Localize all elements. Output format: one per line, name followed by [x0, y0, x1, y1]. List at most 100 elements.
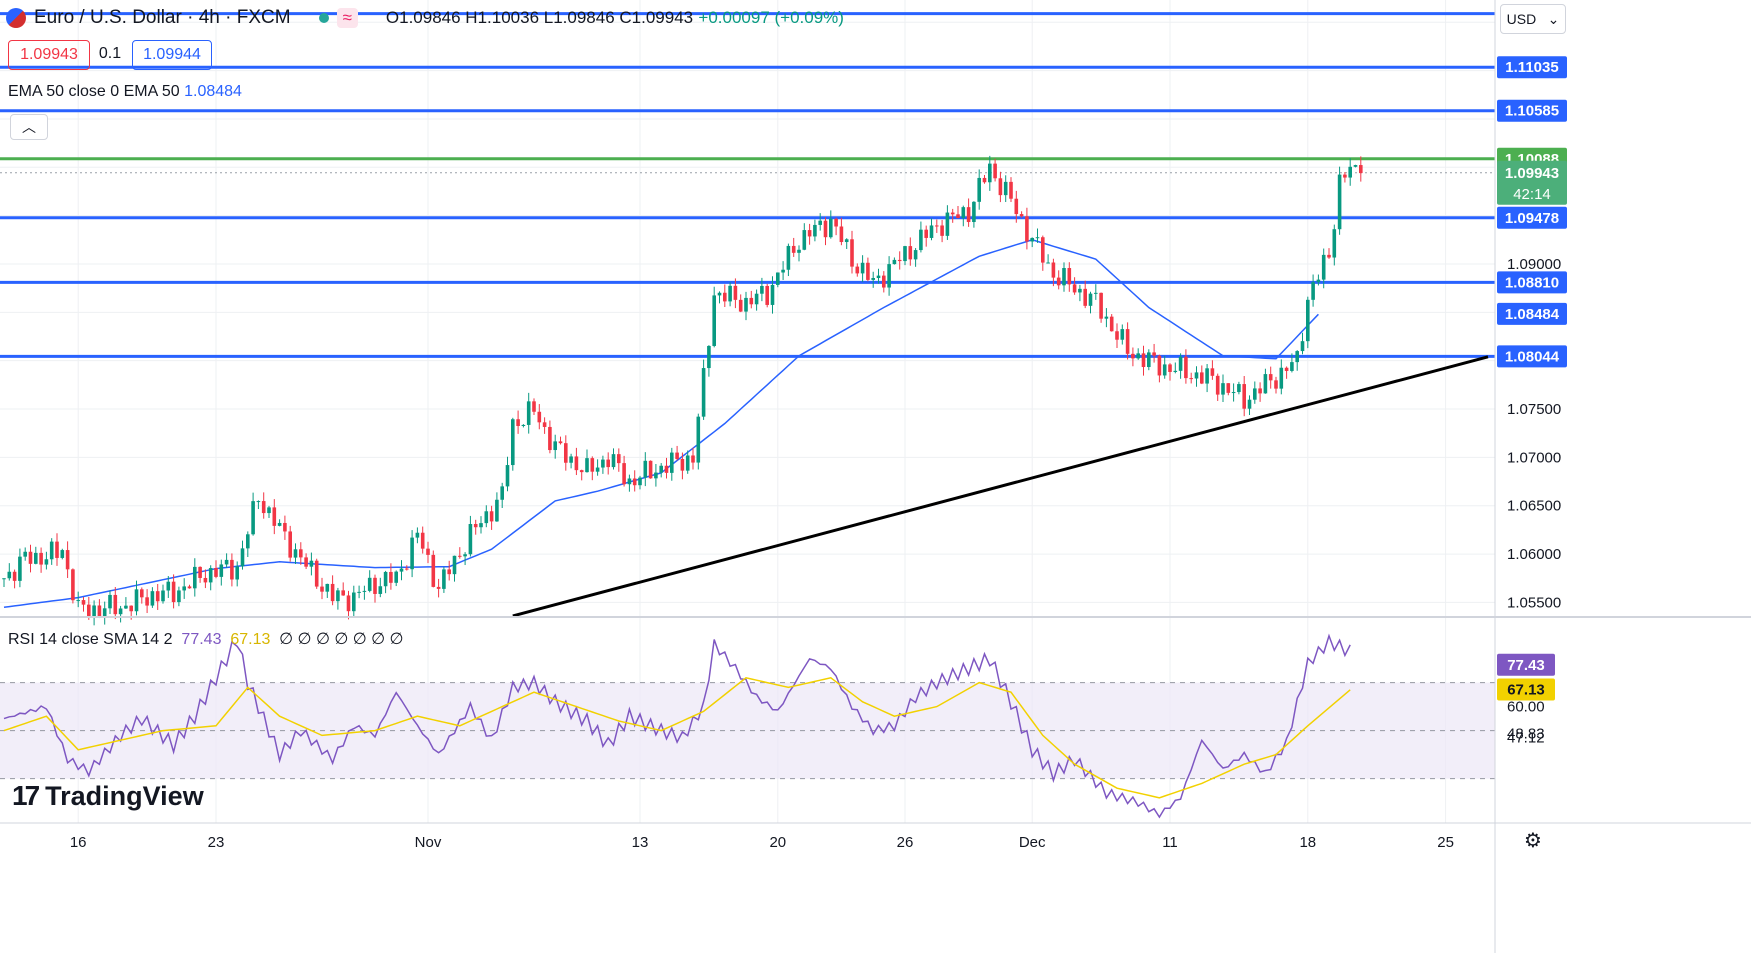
candle-body [988, 163, 992, 183]
candle-body [675, 452, 679, 459]
candle-body [87, 604, 91, 617]
candle-body [1353, 165, 1358, 167]
candle-body [341, 590, 345, 596]
logo-text: TradingView [45, 780, 204, 811]
candle-body [887, 264, 891, 288]
candle-body [691, 455, 695, 463]
level-price-label: 1.10585 [1505, 103, 1559, 120]
candle-body [23, 551, 27, 557]
candle-body [611, 454, 616, 468]
candle-body [765, 285, 769, 305]
candle-body [696, 416, 701, 463]
candle-body [993, 163, 997, 179]
candle-body [55, 541, 59, 558]
candle-body [1205, 368, 1209, 384]
time-tick-label: 18 [1299, 834, 1316, 851]
candle-body [330, 583, 335, 602]
rsi-sma-line [3, 676, 1351, 799]
candle-body [489, 511, 494, 522]
candle-body [1088, 293, 1093, 306]
candle-body [420, 532, 425, 549]
candle-body [473, 524, 478, 528]
rsi-legend-extra: ∅ ∅ ∅ ∅ ∅ ∅ ∅ [279, 631, 404, 648]
candle-body [579, 470, 584, 473]
candle-body [818, 220, 822, 225]
candle-body [1348, 166, 1352, 178]
candle-body [670, 452, 674, 473]
candle-body [595, 467, 600, 472]
candles [2, 155, 1363, 626]
settings-gear-icon[interactable]: ⚙ [1524, 830, 1542, 852]
level-price-tag [1497, 271, 1567, 294]
time-tick-label: 11 [1162, 834, 1178, 851]
symbol-title[interactable]: Euro / U.S. Dollar · 4h · FXCM [34, 7, 291, 28]
level-price-tag [1497, 345, 1567, 368]
rsi-line [3, 633, 1351, 819]
candle-body [124, 605, 128, 609]
candle-body [495, 499, 499, 522]
candle-body [1247, 399, 1252, 409]
candle-body [1083, 288, 1087, 306]
eur-usd-flag-icon [6, 8, 26, 28]
candle-body [304, 557, 308, 567]
candle-body [908, 246, 913, 260]
candle-body [680, 458, 685, 471]
candle-body [182, 586, 186, 591]
price-tick-label: 1.09000 [1507, 256, 1561, 273]
candle-body [1359, 165, 1363, 174]
candle-body [1104, 316, 1109, 319]
candle-body [463, 554, 467, 557]
time-tick-label: 26 [897, 834, 914, 851]
candle-body [1274, 380, 1278, 389]
candle-body [839, 226, 844, 243]
wave-icon[interactable]: ≈ [336, 8, 358, 28]
candle-body [707, 345, 711, 369]
time-tick-label: 13 [632, 834, 649, 851]
bid-price-button[interactable]: 1.09943 [8, 40, 90, 70]
rsi-legend[interactable]: RSI 14 close SMA 14 2 77.43 67.13 ∅ ∅ ∅ … [8, 629, 404, 649]
candle-body [367, 577, 372, 591]
candle-body [203, 577, 208, 583]
candle-body [1184, 356, 1188, 379]
candle-body [378, 586, 383, 594]
candle-body [1173, 370, 1178, 372]
candle-body [1343, 174, 1347, 178]
candle-body [1284, 367, 1289, 371]
ask-price-button[interactable]: 1.09944 [132, 40, 212, 70]
candle-body [415, 532, 420, 538]
candle-body [102, 608, 107, 617]
candle-body [860, 262, 865, 274]
candle-body [134, 589, 139, 612]
ema-legend[interactable]: EMA 50 close 0 EMA 50 1.08484 [8, 83, 242, 101]
candle-body [320, 586, 324, 592]
trendline [512, 355, 1489, 618]
candle-body [293, 549, 298, 558]
candle-body [288, 531, 292, 558]
candle-body [161, 590, 165, 602]
market-open-icon [318, 13, 329, 23]
ohlc-values: O1.09846 H1.10036 L1.09846 C1.09943 [385, 8, 694, 27]
spread-value: 0.1 [98, 45, 122, 62]
candle-body [564, 443, 568, 463]
candle-body [1337, 174, 1342, 230]
candle-body [961, 207, 966, 218]
support-trendline [512, 355, 1489, 618]
candle-body [919, 229, 923, 251]
level-price-label: 1.08044 [1505, 348, 1560, 365]
candle-body [1210, 368, 1215, 376]
candle-body [118, 608, 123, 615]
candle-body [1115, 331, 1119, 340]
candle-body [1014, 198, 1019, 215]
candle-body [956, 214, 960, 218]
collapse-legend-button[interactable]: ︿ [10, 114, 48, 140]
currency-selector[interactable]: USD ⌄ [1500, 4, 1566, 34]
candle-body [558, 441, 563, 444]
price-tags: 1.110351.105851.100881.094781.088101.080… [1497, 56, 1567, 701]
candle-body [871, 278, 875, 280]
candle-body [314, 560, 319, 587]
level-price-tag [1497, 206, 1567, 229]
candle-body [1003, 181, 1008, 196]
candle-body [834, 218, 838, 227]
tradingview-logo[interactable]: 17 TradingView [12, 780, 204, 812]
